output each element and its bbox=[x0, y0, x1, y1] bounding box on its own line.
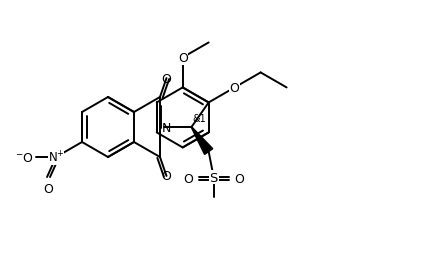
Text: N$^{+}$: N$^{+}$ bbox=[47, 150, 64, 165]
Text: O: O bbox=[234, 172, 244, 185]
Polygon shape bbox=[191, 127, 212, 155]
Text: O: O bbox=[43, 182, 53, 195]
Text: &1: &1 bbox=[192, 114, 206, 123]
Text: O: O bbox=[229, 82, 239, 94]
Text: $^{-}$O: $^{-}$O bbox=[15, 151, 34, 164]
Text: N: N bbox=[161, 121, 171, 134]
Text: O: O bbox=[161, 170, 171, 183]
Text: O: O bbox=[161, 72, 171, 85]
Text: S: S bbox=[209, 171, 217, 184]
Text: O: O bbox=[182, 172, 192, 185]
Text: O: O bbox=[178, 52, 187, 65]
